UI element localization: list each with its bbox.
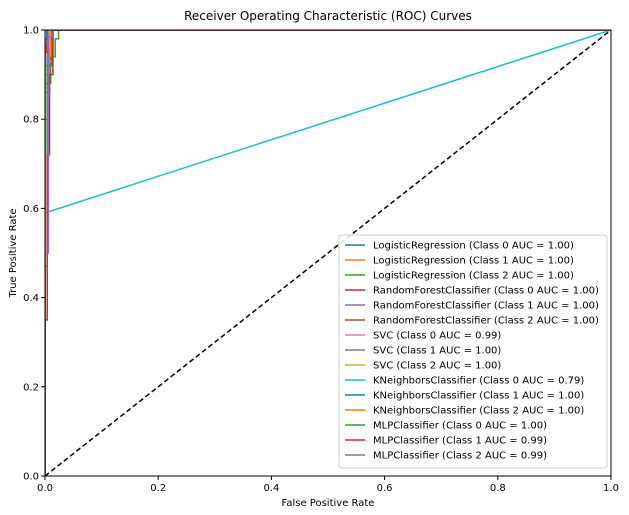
plot-frame (44, 29, 612, 477)
y-tick-label: 0.8 (23, 115, 39, 126)
legend-entry-label: RandomForestClassifier (Class 2 AUC = 1.… (373, 316, 599, 327)
x-tick-label: 0.4 (263, 483, 279, 494)
legend-entry-label: SVC (Class 0 AUC = 0.99) (373, 331, 501, 342)
legend-entry-label: LogisticRegression (Class 2 AUC = 1.00) (373, 271, 574, 282)
legend-box (338, 234, 608, 469)
y-axis-label: True Positive Rate (8, 208, 19, 298)
x-tick-label: 0.0 (37, 483, 53, 494)
legend-entry-label: LogisticRegression (Class 1 AUC = 1.00) (373, 256, 574, 267)
legend: LogisticRegression (Class 0 AUC = 1.00) L… (338, 234, 608, 469)
x-axis: 0.0 0.2 0.4 0.6 0.8 1.0 (37, 476, 619, 494)
y-tick-label: 0.2 (23, 382, 39, 393)
y-tick-label: 0.0 (23, 472, 39, 483)
roc-series-line-9 (45, 30, 611, 476)
legend-entry-label: RandomForestClassifier (Class 1 AUC = 1.… (373, 301, 599, 312)
roc-series-line-12 (45, 30, 611, 476)
legend-entry-label: KNeighborsClassifier (Class 2 AUC = 1.00… (373, 406, 584, 417)
x-tick-label: 0.8 (490, 483, 506, 494)
legend-entry-label: SVC (Class 1 AUC = 1.00) (373, 346, 501, 357)
roc-series-line-13 (45, 30, 611, 476)
legend-entry-label: SVC (Class 2 AUC = 1.00) (373, 361, 501, 372)
legend-entry-label: KNeighborsClassifier (Class 1 AUC = 1.00… (373, 391, 584, 402)
x-tick-label: 0.6 (377, 483, 393, 494)
x-tick-label: 1.0 (603, 483, 619, 494)
legend-entry-label: RandomForestClassifier (Class 0 AUC = 1.… (373, 286, 599, 297)
x-tick-label: 0.2 (150, 483, 166, 494)
roc-series-line-14 (45, 30, 611, 476)
chance-diagonal-line (44, 29, 612, 477)
x-axis-label: False Positive Rate (282, 498, 375, 509)
legend-entry-label: KNeighborsClassifier (Class 0 AUC = 0.79… (373, 376, 584, 387)
chart-title: Receiver Operating Characteristic (ROC) … (184, 9, 472, 23)
y-tick-label: 1.0 (23, 26, 39, 37)
legend-entry-label: LogisticRegression (Class 0 AUC = 1.00) (373, 241, 574, 252)
roc-series-line-11 (45, 30, 611, 476)
y-tick-label: 0.4 (23, 293, 39, 304)
legend-entry-label: MLPClassifier (Class 1 AUC = 0.99) (373, 436, 547, 447)
legend-entry-label: MLPClassifier (Class 0 AUC = 1.00) (373, 421, 547, 432)
series-layer (45, 30, 611, 476)
reference-layer (44, 29, 612, 477)
y-tick-label: 0.6 (23, 204, 39, 215)
legend-entry-label: MLPClassifier (Class 2 AUC = 0.99) (373, 451, 547, 462)
roc-series-line-3 (45, 30, 611, 476)
roc-series-line-10 (45, 30, 611, 476)
y-axis: 0.0 0.2 0.4 0.6 0.8 1.0 (23, 26, 45, 483)
